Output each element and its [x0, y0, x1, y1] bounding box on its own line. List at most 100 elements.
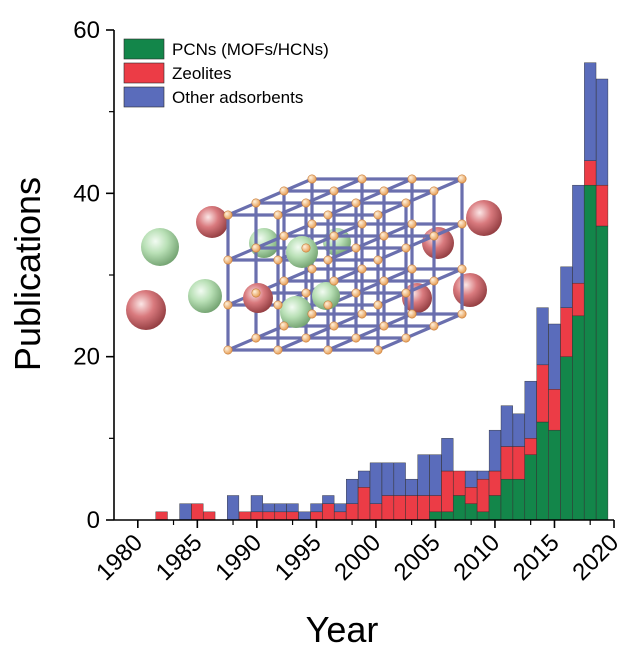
- framework-node: [251, 333, 261, 343]
- bar-zeolites-1986: [203, 511, 216, 521]
- bar-other-2006: [441, 438, 454, 472]
- x-tick-label-2010: 2010: [448, 529, 505, 586]
- bar-pcns-2017: [572, 315, 585, 521]
- framework-rod: [282, 177, 314, 193]
- bar-zeolites-1991: [262, 511, 275, 521]
- bar-zeolites-2001: [381, 495, 394, 521]
- pcn-sphere: [141, 228, 179, 266]
- framework-rod: [354, 189, 386, 205]
- bar-zeolites-2000: [369, 503, 382, 521]
- bar-other-1998: [346, 478, 359, 504]
- framework-node: [357, 174, 367, 184]
- bar-zeolites-2009: [477, 478, 490, 513]
- framework-node: [429, 231, 439, 241]
- bar-zeolites-2002: [393, 495, 406, 521]
- framework-rod: [382, 267, 414, 283]
- bar-zeolites-2017: [572, 282, 585, 317]
- framework-rod: [254, 324, 286, 340]
- pcn-sphere: [286, 236, 318, 268]
- framework-node: [307, 264, 317, 274]
- framework-node: [223, 255, 233, 265]
- framework-rod: [376, 201, 408, 217]
- bar-other-2017: [572, 184, 585, 284]
- framework-node: [273, 300, 283, 310]
- framework-node: [373, 255, 383, 265]
- zeolite-sphere: [196, 206, 228, 238]
- framework-node: [279, 186, 289, 196]
- bar-zeolites-2011: [500, 446, 513, 480]
- bar-other-1990: [250, 495, 263, 513]
- framework-node: [379, 321, 389, 331]
- legend-label-3: Other adsorbents: [172, 88, 303, 107]
- bar-pcns-2019: [596, 225, 609, 521]
- bar-zeolites-2007: [453, 470, 466, 496]
- bar-other-1991: [262, 503, 275, 513]
- bar-pcns-2005: [429, 511, 442, 521]
- framework-node: [379, 186, 389, 196]
- framework-node: [301, 198, 311, 208]
- framework-node: [323, 255, 333, 265]
- framework-node: [351, 288, 361, 298]
- framework-node: [351, 198, 361, 208]
- pcn-sphere: [280, 296, 312, 328]
- framework-node: [407, 264, 417, 274]
- x-tick-label-2015: 2015: [508, 529, 565, 586]
- framework-node: [251, 288, 261, 298]
- framework-node: [407, 309, 417, 319]
- bar-other-1999: [357, 470, 371, 488]
- x-tick-label-1985: 1985: [151, 529, 208, 586]
- framework-node: [379, 276, 389, 286]
- bar-zeolites-2006: [441, 470, 454, 513]
- framework-rod: [276, 336, 308, 352]
- bar-zeolites-1996: [322, 503, 335, 521]
- framework-rod: [254, 189, 286, 205]
- legend-swatch-1: [123, 38, 165, 60]
- framework-rod: [276, 201, 308, 217]
- framework-node: [223, 300, 233, 310]
- framework-rod: [432, 222, 464, 238]
- framework-node: [251, 243, 261, 253]
- bar-other-2003: [405, 478, 418, 496]
- framework-node: [279, 321, 289, 331]
- bar-zeolites-2016: [560, 307, 573, 357]
- x-tick-label-1995: 1995: [270, 529, 327, 586]
- bar-pcns-2015: [548, 429, 561, 521]
- framework-node: [307, 309, 317, 319]
- y-axis-title: Publications: [7, 177, 48, 371]
- framework-rod: [332, 312, 364, 328]
- framework-node: [351, 243, 361, 253]
- framework-node: [373, 345, 383, 355]
- framework-rod: [404, 279, 436, 295]
- framework-rod: [404, 234, 436, 250]
- framework-rod: [382, 312, 414, 328]
- bar-other-2010: [488, 429, 501, 472]
- framework-node: [223, 210, 233, 220]
- framework-rod: [326, 336, 358, 352]
- bar-pcns-2018: [584, 184, 597, 521]
- pcn-sphere: [312, 282, 340, 310]
- bar-zeolites-2014: [536, 364, 549, 423]
- framework-illustration: [126, 174, 502, 355]
- bar-other-2013: [524, 380, 537, 439]
- legend-swatch-3: [123, 86, 165, 108]
- framework-rod: [332, 267, 364, 283]
- bar-pcns-2012: [512, 478, 525, 521]
- framework-rod: [404, 189, 436, 205]
- framework-rod: [382, 177, 414, 193]
- framework-node: [379, 231, 389, 241]
- framework-node: [407, 174, 417, 184]
- framework-node: [279, 231, 289, 241]
- framework-node: [429, 186, 439, 196]
- zeolite-sphere: [243, 283, 273, 313]
- framework-rod: [354, 234, 386, 250]
- bar-other-1988: [227, 495, 240, 521]
- bar-zeolites-2015: [548, 389, 561, 431]
- framework-node: [301, 333, 311, 343]
- framework-node: [273, 210, 283, 220]
- framework-rod: [376, 246, 408, 262]
- bar-zeolites-2012: [512, 446, 525, 480]
- bar-zeolites-1993: [286, 511, 299, 521]
- bar-pcns-2014: [536, 421, 549, 521]
- framework-rod: [326, 201, 358, 217]
- bar-other-2012: [512, 413, 525, 447]
